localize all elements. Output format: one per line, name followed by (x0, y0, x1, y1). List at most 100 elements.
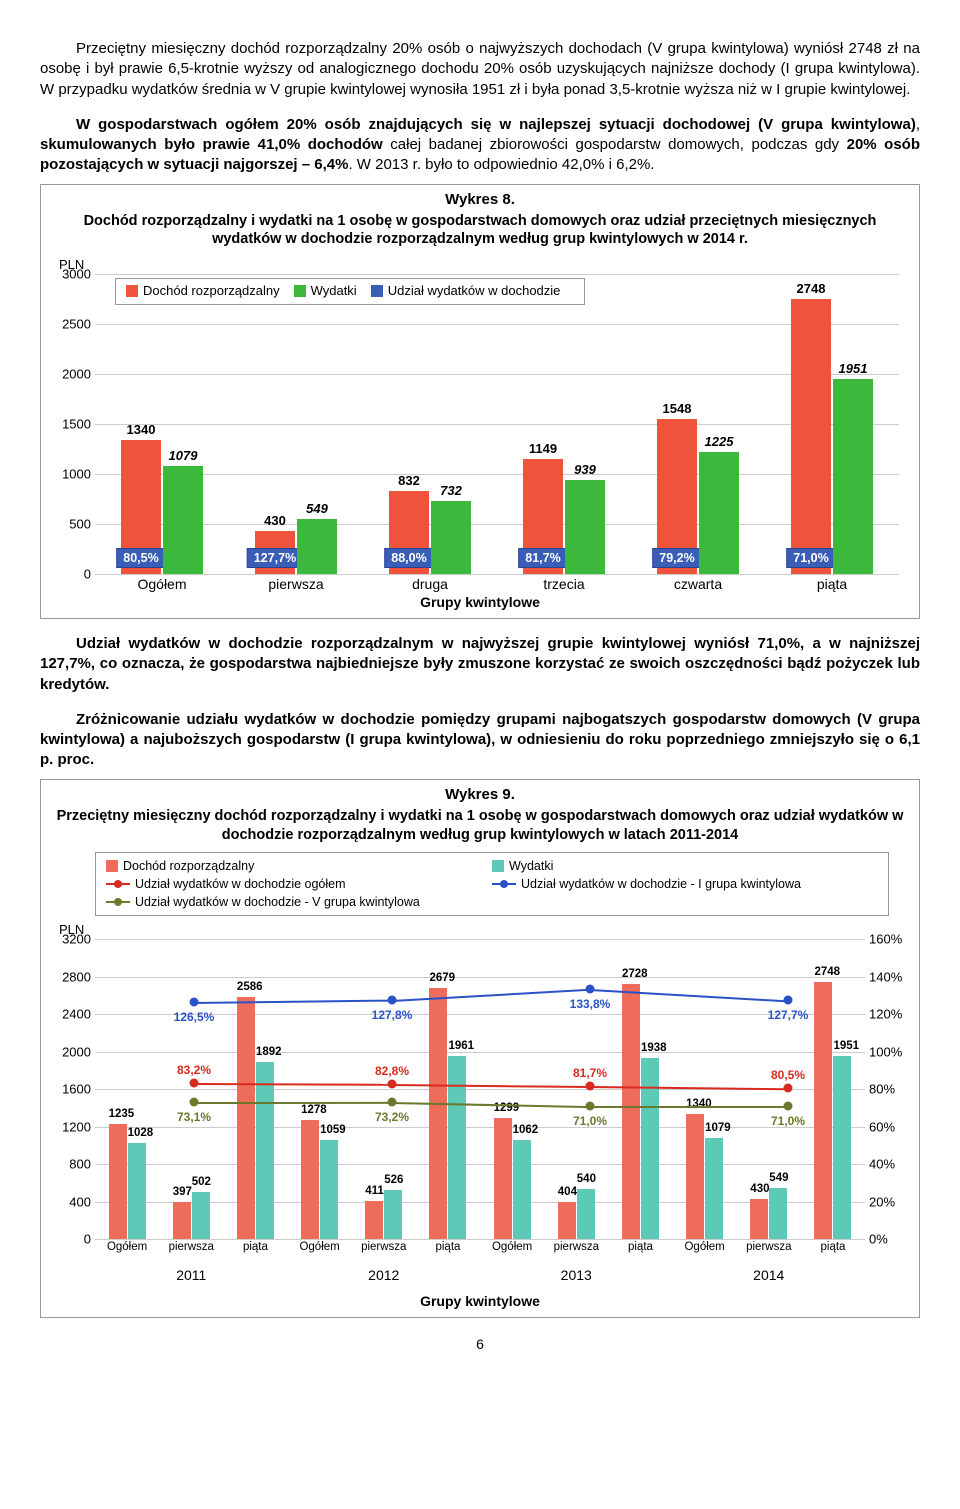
chart2-bar-income: 397 (173, 1202, 191, 1239)
chart2-line-label: 80,5% (771, 1068, 805, 1082)
chart2-bar-spend: 1951 (833, 1056, 851, 1239)
chart2-line-label: 81,7% (573, 1066, 607, 1080)
chart2-bar-income: 411 (365, 1201, 383, 1240)
legend-item: Udział wydatków w dochodzie - V grupa kw… (106, 895, 478, 909)
chart2-sublabel: piąta (416, 1239, 480, 1253)
chart2-yearlabel: 2011 (95, 1265, 288, 1283)
chart1-share-label: 80,5% (116, 548, 165, 568)
p2-b: , (916, 116, 920, 133)
chart2-sublabel: pierwsza (159, 1239, 223, 1253)
chart2-bar-label: 502 (192, 1176, 210, 1188)
chart2-sublabel: pierwsza (544, 1239, 608, 1253)
legend-label: Udział wydatków w dochodzie - V grupa kw… (135, 895, 420, 909)
paragraph-4: Zróżnicowanie udziału wydatków w dochodz… (40, 710, 920, 771)
chart2-line-label: 71,0% (771, 1114, 805, 1128)
chart2-bar-spend: 1961 (448, 1056, 466, 1240)
chart2-bar-label: 411 (365, 1185, 383, 1197)
chart2-plot: 04008001200160020002400280032000%20%40%6… (51, 939, 909, 1239)
chart1-bar-label: 2748 (791, 281, 831, 296)
chart2-bar-income: 1340 (686, 1114, 704, 1240)
chart2-ytick-left: 800 (51, 1157, 91, 1172)
chart2-bar-spend: 549 (769, 1188, 787, 1239)
legend-line-swatch (492, 883, 516, 885)
chart2-bar-label: 1079 (705, 1122, 723, 1134)
chart2-ytick-left: 1600 (51, 1082, 91, 1097)
chart2-caption: Wykres 9. (51, 786, 909, 803)
legend-label: Udział wydatków w dochodzie - I grupa kw… (521, 877, 801, 891)
chart1-xlabel: trzecia (497, 574, 631, 592)
chart2-ytick-left: 0 (51, 1232, 91, 1247)
legend-item: Wydatki (492, 859, 864, 873)
chart2-yearlabel: 2012 (288, 1265, 481, 1283)
chart2-yearlabel: 2014 (673, 1265, 866, 1283)
chart1-share-label: 81,7% (518, 548, 567, 568)
paragraph-1: Przeciętny miesięczny dochód rozporządza… (40, 39, 920, 100)
chart1-yaxis: PLN (59, 257, 909, 272)
chart1-bar-label: 1149 (523, 441, 563, 456)
chart2-yearlabels: 2011201220132014 (95, 1265, 865, 1283)
chart1-bar-label: 430 (255, 513, 295, 528)
p3-a: Udział wydatków w dochodzie rozporządzal… (40, 635, 920, 693)
chart1-bar-income: 114981,7% (523, 459, 563, 574)
chart1-legend: Dochód rozporządzalnyWydatkiUdział wydat… (115, 278, 585, 305)
chart2-bar-income: 2748 (814, 982, 832, 1240)
legend-item: Udział wydatków w dochodzie ogółem (106, 877, 478, 891)
legend-swatch (106, 860, 118, 872)
chart2-ytick-left: 2000 (51, 1044, 91, 1059)
chart1-bar-spend: 549 (297, 519, 337, 574)
chart2-sublabel: piąta (801, 1239, 865, 1253)
chart1-bar-label: 832 (389, 473, 429, 488)
legend-swatch (492, 860, 504, 872)
chart2-bar-label: 1059 (320, 1124, 338, 1136)
chart1-xlabel: pierwsza (229, 574, 363, 592)
legend-line-swatch (106, 901, 130, 903)
chart1-bar-spend: 1951 (833, 379, 873, 574)
chart2-line-point (784, 1084, 793, 1093)
legend-swatch (371, 285, 383, 297)
chart1-xlabel: Ogółem (95, 574, 229, 592)
chart2-bar-label: 1892 (256, 1046, 274, 1058)
chart2-sublabels: OgółempierwszapiątaOgółempierwszapiątaOg… (95, 1239, 865, 1253)
chart1-ytick: 1000 (51, 467, 91, 482)
chart2-line-label: 82,8% (375, 1064, 409, 1078)
chart1-ytick: 1500 (51, 417, 91, 432)
chart1-xaxis-title: Grupy kwintylowe (51, 594, 909, 610)
chart2-line-point (784, 1102, 793, 1111)
chart1-bar-label: 1079 (163, 448, 203, 463)
chart2-group: 411526 (352, 939, 416, 1239)
p2-f: . W 2013 r. było to odpowiednio 42,0% i … (348, 156, 654, 173)
chart2-bar-label: 2586 (237, 981, 255, 993)
chart2-bar-label: 397 (173, 1186, 191, 1198)
chart2-group: 404540 (544, 939, 608, 1239)
chart2-line-point (388, 1080, 397, 1089)
chart2-bar-income: 2728 (622, 984, 640, 1240)
chart1-group: 1340 80,5% 1079 (95, 274, 229, 574)
chart2-ytick-right: 60% (869, 1119, 909, 1134)
chart1-bar-label: 1340 (121, 422, 161, 437)
chart2-bar-label: 1938 (641, 1042, 659, 1054)
chart1-ytick: 3000 (51, 267, 91, 282)
chart1-bar-label: 1548 (657, 401, 697, 416)
chart2-bar-spend: 540 (577, 1189, 595, 1240)
chart1-xlabel: piąta (765, 574, 899, 592)
chart2-sublabel: piąta (223, 1239, 287, 1253)
chart1-xlabel: czwarta (631, 574, 765, 592)
chart1-bar-label: 732 (431, 483, 471, 498)
chart2-ytick-right: 40% (869, 1157, 909, 1172)
chart2-line-point (190, 998, 199, 1007)
legend-label: Udział wydatków w dochodzie (388, 283, 561, 298)
chart2-sublabel: Ogółem (673, 1239, 737, 1253)
chart2-bar-label: 430 (750, 1183, 768, 1195)
chart2-group: 26791961 (416, 939, 480, 1239)
legend-item: Udział wydatków w dochodzie (371, 283, 561, 298)
chart2-sublabel: Ogółem (95, 1239, 159, 1253)
chart2-group: 12351028 (95, 939, 159, 1239)
paragraph-2: W gospodarstwach ogółem 20% osób znajduj… (40, 115, 920, 176)
chart1-share-label: 88,0% (384, 548, 433, 568)
chart2-bar-spend: 1079 (705, 1138, 723, 1239)
chart2-ytick-right: 100% (869, 1044, 909, 1059)
chart2-sublabel: Ogółem (480, 1239, 544, 1253)
chart1-bar-label: 1225 (699, 434, 739, 449)
chart2-bar-spend: 526 (384, 1190, 402, 1239)
chart2-line-point (586, 984, 595, 993)
